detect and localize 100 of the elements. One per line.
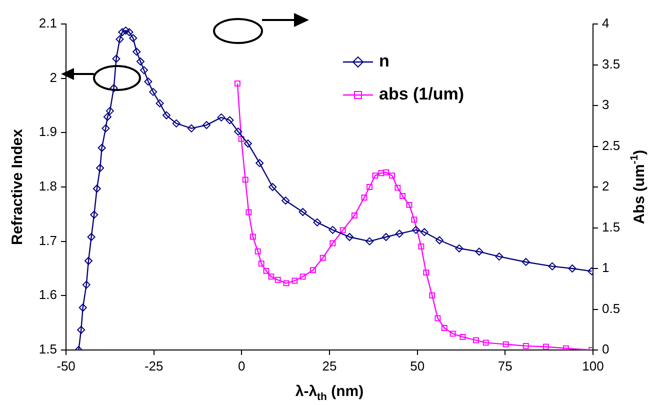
point xyxy=(429,292,436,298)
point xyxy=(435,236,444,244)
y2-tick-label: 3 xyxy=(602,97,610,112)
point xyxy=(256,159,264,168)
point xyxy=(406,202,412,208)
point xyxy=(234,80,240,86)
point xyxy=(96,164,104,172)
point xyxy=(282,196,290,205)
point xyxy=(346,232,354,241)
x-tick-label: 25 xyxy=(322,358,337,374)
point xyxy=(103,112,112,121)
point xyxy=(172,119,180,128)
point xyxy=(495,252,504,261)
y-tick-label: 2.1 xyxy=(38,16,57,31)
point xyxy=(441,325,448,331)
point xyxy=(366,237,374,246)
point xyxy=(274,276,281,283)
point xyxy=(112,54,120,63)
y-tick-label: 1.9 xyxy=(38,124,57,140)
y2-tick-label: 0.5 xyxy=(602,300,620,316)
point xyxy=(102,124,110,132)
point xyxy=(568,264,576,272)
y-tick-label: 1.5 xyxy=(38,342,57,357)
point xyxy=(522,258,530,266)
point xyxy=(473,337,479,344)
point xyxy=(90,210,98,219)
point xyxy=(202,121,211,130)
point xyxy=(98,144,106,152)
point xyxy=(283,280,290,286)
point xyxy=(330,240,336,246)
point xyxy=(460,334,466,340)
point xyxy=(340,227,346,234)
y2-tick-label: 0 xyxy=(602,342,610,357)
point xyxy=(361,194,368,201)
point xyxy=(87,232,96,241)
point xyxy=(254,248,261,254)
y2-axis-title: Abs (um-1) xyxy=(628,150,648,224)
y2-tick-label: 3.5 xyxy=(602,56,620,72)
point xyxy=(125,28,134,36)
point xyxy=(320,254,326,261)
point xyxy=(455,244,464,252)
point xyxy=(450,330,456,337)
point xyxy=(372,172,378,179)
point xyxy=(378,170,384,176)
point xyxy=(366,184,373,190)
legend-label: abs (1/um) xyxy=(379,84,464,104)
point xyxy=(383,169,390,176)
point xyxy=(77,326,86,334)
point xyxy=(562,345,569,350)
point xyxy=(411,216,418,223)
point xyxy=(149,88,158,96)
point xyxy=(263,268,270,274)
point xyxy=(502,341,509,348)
point xyxy=(244,140,252,148)
point xyxy=(423,270,430,276)
y2-tick-label: 4 xyxy=(602,16,610,31)
point xyxy=(217,113,226,122)
point xyxy=(106,106,114,115)
legend-label: n xyxy=(379,52,390,71)
y-tick-label: 1.6 xyxy=(38,287,57,302)
point xyxy=(234,128,242,136)
y-axis-title: Refractive Index xyxy=(9,128,26,245)
point xyxy=(313,218,322,226)
point xyxy=(140,66,148,74)
point xyxy=(144,78,152,86)
point xyxy=(522,342,529,349)
point xyxy=(268,183,277,191)
point xyxy=(78,304,87,312)
point xyxy=(122,26,130,35)
point xyxy=(226,116,234,124)
point xyxy=(418,244,424,250)
point xyxy=(268,274,274,280)
x-tick-label: 50 xyxy=(410,358,425,374)
point xyxy=(412,226,420,234)
y2-tick-label: 1.5 xyxy=(602,219,620,234)
point xyxy=(132,48,141,56)
point xyxy=(242,176,248,183)
point xyxy=(434,315,441,322)
point xyxy=(542,344,549,350)
y-tick-label: 2 xyxy=(50,70,57,85)
point xyxy=(351,212,358,218)
point xyxy=(156,99,164,108)
point xyxy=(382,232,390,241)
point xyxy=(187,124,196,132)
point xyxy=(258,260,264,267)
point xyxy=(328,226,337,234)
y-tick-label: 1.7 xyxy=(38,232,57,248)
x-tick-label: -50 xyxy=(56,358,76,374)
point xyxy=(482,340,489,346)
point xyxy=(129,34,138,42)
y-tick-label: 1.8 xyxy=(38,178,57,194)
x-tick-label: 100 xyxy=(582,358,604,374)
y2-tick-label: 1 xyxy=(602,260,610,276)
y2-tick-label: 2.5 xyxy=(602,138,620,153)
point xyxy=(250,234,256,240)
x-tick-label: -25 xyxy=(144,358,164,374)
point xyxy=(475,248,484,256)
point xyxy=(420,228,428,236)
point xyxy=(292,278,298,284)
point xyxy=(110,84,118,92)
